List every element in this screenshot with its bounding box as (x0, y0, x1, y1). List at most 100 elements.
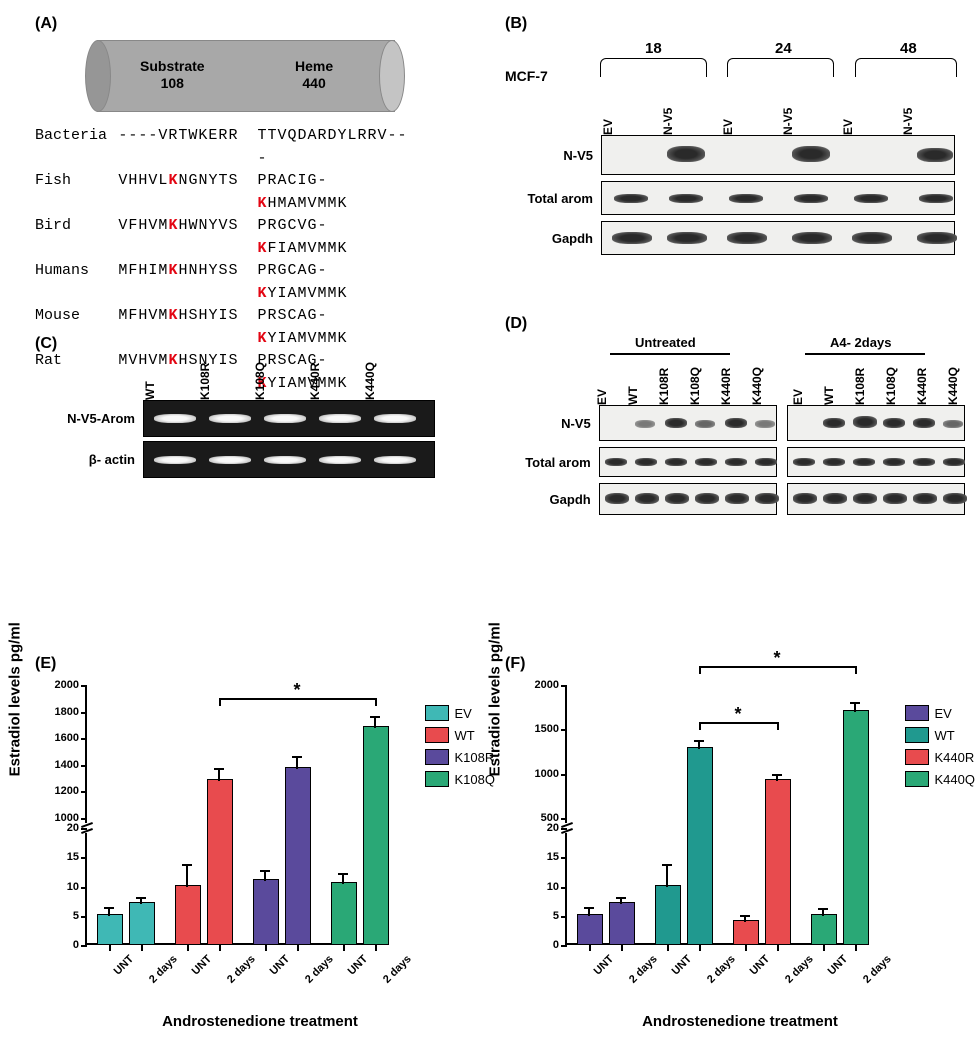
bar (207, 779, 233, 945)
bar (577, 914, 603, 945)
blot-image (599, 405, 777, 441)
lane-label: K440R (719, 368, 733, 405)
lane-label: K108Q (688, 367, 702, 405)
cell-line-label: MCF-7 (505, 68, 548, 84)
x-tick-label: 2 days (381, 953, 414, 986)
blot-image (601, 181, 955, 215)
y-tick-label: 1000 (55, 812, 87, 824)
legend-text: WT (935, 728, 955, 743)
heme-label: Heme (295, 58, 333, 74)
blot-row-label: Total arom (505, 191, 601, 206)
blot-image (787, 447, 965, 477)
seq-col1: MFHVMKHSHYIS (118, 305, 257, 350)
lane-label: EV (595, 389, 609, 405)
y-tick-label: 2000 (535, 679, 567, 691)
legend-swatch (905, 727, 929, 743)
lane-label: EV (721, 119, 735, 135)
blot-image (143, 441, 435, 478)
lane-label: K108Q (884, 367, 898, 405)
x-tick-label: 2 days (861, 953, 894, 986)
panel-B-label: (B) (505, 15, 527, 33)
panel-A-label: (A) (35, 15, 57, 33)
panel-D-label: (D) (505, 315, 527, 333)
bar (253, 879, 279, 945)
seq-row: FishVHHVLKNGNYTSPRACIG-KHMAMVMMK (35, 170, 415, 215)
lane-label: EV (791, 389, 805, 405)
heme-num: 440 (302, 75, 325, 91)
bar (363, 726, 389, 945)
blot-image (601, 221, 955, 255)
lane-label: WT (143, 381, 157, 400)
y-tick-label: 500 (541, 812, 567, 824)
chart-legend: EVWTK440RK440Q (905, 705, 975, 793)
blot-row-label: Total arom (505, 455, 599, 470)
seq-col2: PRSCAG-KYIAMVMMK (257, 305, 415, 350)
y-tick-label: 1400 (55, 759, 87, 771)
y-tick-label: 2000 (55, 679, 87, 691)
seq-col1: VFHVMKHWNYVS (118, 215, 257, 260)
blot-row-label: Gapdh (505, 231, 601, 246)
species-name: Fish (35, 170, 118, 215)
bar (733, 920, 759, 945)
legend-item: EV (425, 705, 495, 721)
blot-row: β- actin (35, 441, 435, 478)
blot-row-label: β- actin (35, 452, 143, 467)
blot-row: N-V5 (505, 135, 955, 175)
legend-text: EV (935, 706, 952, 721)
y-tick-label: 1200 (55, 785, 87, 797)
blot-row: Total arom (505, 181, 955, 215)
lane-label: K108R (198, 363, 212, 400)
legend-item: K108Q (425, 771, 495, 787)
seq-col1: VHHVLKNGNYTS (118, 170, 257, 215)
substrate-num: 108 (161, 75, 184, 91)
blot-image (601, 135, 955, 175)
x-tick-label: 2 days (147, 953, 180, 986)
y-tick-label: 5 (553, 910, 567, 922)
significance-star: * (734, 704, 741, 725)
blot-row-label: Gapdh (505, 492, 599, 507)
legend-item: K440Q (905, 771, 975, 787)
seq-row: Bacteria----VRTWKERRTTVQDARDYLRRV--- (35, 125, 415, 170)
seq-row: BirdVFHVMKHWNYVSPRGCVG-KFIAMVMMK (35, 215, 415, 260)
timepoint-18: 18 (645, 40, 662, 57)
x-tick-label: 2 days (303, 953, 336, 986)
legend-swatch (425, 749, 449, 765)
species-name: Bird (35, 215, 118, 260)
bar (97, 914, 123, 945)
legend-swatch (905, 749, 929, 765)
x-axis-label: Androstenedione treatment (162, 1013, 358, 1030)
lane-label: N-V5 (661, 108, 675, 135)
legend-swatch (425, 705, 449, 721)
blot-image (599, 483, 777, 515)
y-axis-label: Estradiol levels pg/ml (487, 622, 504, 776)
blot-row: N-V5 (505, 405, 975, 441)
blot-image (143, 400, 435, 437)
y-tick-label: 10 (67, 881, 87, 893)
blot-row: N-V5-Arom (35, 400, 435, 437)
legend-item: WT (425, 727, 495, 743)
seq-row: MouseMFHVMKHSHYISPRSCAG-KYIAMVMMK (35, 305, 415, 350)
legend-swatch (905, 705, 929, 721)
chart-legend: EVWTK108RK108Q (425, 705, 495, 793)
y-tick-label: 1500 (535, 723, 567, 735)
legend-text: K440Q (935, 772, 975, 787)
legend-text: EV (455, 706, 472, 721)
lane-label: K108R (657, 368, 671, 405)
bar (811, 914, 837, 945)
blot-row: Gapdh (505, 221, 955, 255)
bar (609, 902, 635, 945)
lane-label: EV (841, 119, 855, 135)
y-tick-label: 5 (73, 910, 87, 922)
legend-item: WT (905, 727, 975, 743)
x-tick-label: UNT (592, 953, 616, 977)
bar (285, 767, 311, 945)
lane-label: WT (822, 386, 836, 405)
x-axis-label: Androstenedione treatment (642, 1013, 838, 1030)
timepoint-24: 24 (775, 40, 792, 57)
legend-item: EV (905, 705, 975, 721)
seq-col1: ----VRTWKERR (118, 125, 257, 170)
panel-A: Substrate 108 Heme 440 Bacteria----VRTWK… (35, 40, 415, 395)
y-tick-label: 0 (553, 939, 567, 951)
x-tick-label: 2 days (225, 953, 258, 986)
legend-swatch (425, 727, 449, 743)
